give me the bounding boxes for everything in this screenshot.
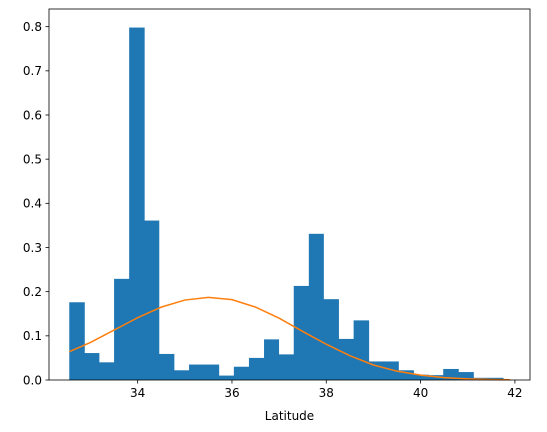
histogram-bar xyxy=(84,353,100,380)
y-tick-label: 0.1 xyxy=(23,329,42,343)
density-curve xyxy=(68,296,511,381)
histogram-bar xyxy=(129,27,145,381)
plot-frame xyxy=(48,8,531,381)
histogram-bar xyxy=(308,233,324,380)
histogram-bar xyxy=(158,353,175,380)
x-axis: 34 36 38 40 42 xyxy=(130,380,523,400)
histogram-bar xyxy=(98,362,115,380)
histogram-bar xyxy=(144,220,160,380)
x-tick-label: 38 xyxy=(319,386,334,400)
histogram-bar xyxy=(69,302,85,380)
histogram-bar xyxy=(233,366,250,380)
histogram-bar xyxy=(114,278,130,380)
histogram-bar xyxy=(189,364,205,380)
y-tick-label: 0.0 xyxy=(23,373,42,387)
histogram-bar xyxy=(338,338,355,380)
histogram-bar xyxy=(278,354,295,380)
y-tick-label: 0.6 xyxy=(23,108,42,122)
histogram-bar xyxy=(413,374,430,380)
histogram-bar xyxy=(353,320,370,380)
histogram-bar xyxy=(383,361,399,380)
histogram-bar xyxy=(204,364,220,380)
x-tick-label: 36 xyxy=(224,386,239,400)
x-tick-label: 42 xyxy=(507,386,522,400)
y-tick-label: 0.2 xyxy=(23,285,42,299)
histogram-bar xyxy=(458,372,474,380)
histogram-bar xyxy=(428,375,444,380)
histogram-bar xyxy=(248,357,265,380)
x-tick-label: 34 xyxy=(130,386,145,400)
y-tick-label: 0.3 xyxy=(23,241,42,255)
histogram-bar xyxy=(264,339,280,380)
histogram-bar xyxy=(293,285,310,380)
histogram-bars xyxy=(69,27,504,381)
y-tick-label: 0.5 xyxy=(23,152,42,166)
x-axis-label: Latitude xyxy=(265,409,314,423)
y-tick-label: 0.4 xyxy=(23,197,42,211)
histogram-bar xyxy=(398,370,414,380)
histogram-bar xyxy=(323,299,339,380)
y-tick-label: 0.7 xyxy=(23,64,42,78)
histogram-bar xyxy=(443,368,459,380)
histogram-bar xyxy=(218,375,235,380)
histogram-bar xyxy=(173,370,190,380)
y-tick-label: 0.8 xyxy=(23,20,42,34)
x-tick-label: 40 xyxy=(413,386,428,400)
y-axis: 0.0 0.1 0.2 0.3 0.4 0.5 0.6 0.7 0.8 xyxy=(23,20,49,387)
